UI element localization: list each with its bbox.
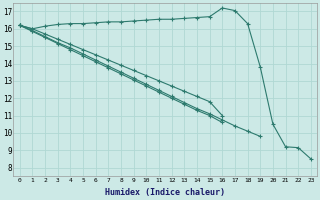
X-axis label: Humidex (Indice chaleur): Humidex (Indice chaleur) <box>105 188 225 197</box>
